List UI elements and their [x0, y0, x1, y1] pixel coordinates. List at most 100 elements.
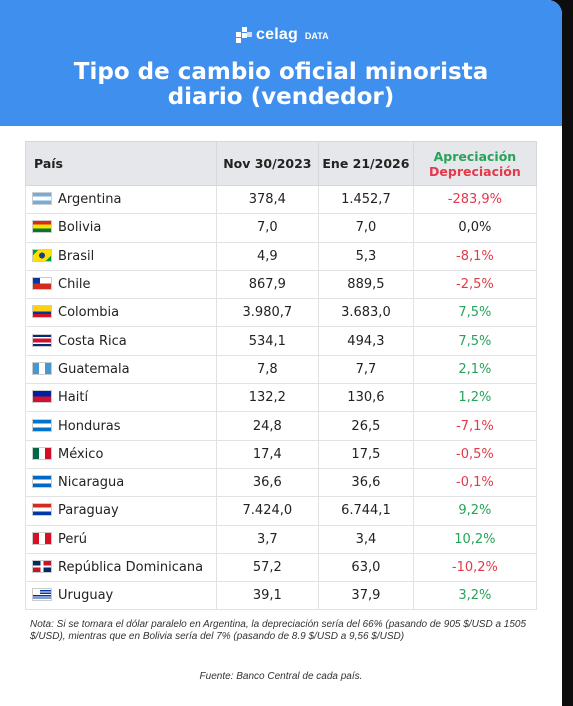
cell-value-nov-2023: 3,7 — [215, 524, 320, 554]
cell-value-nov-2023: 378,4 — [215, 184, 320, 215]
table-row: Colombia 3.980,7 3.683,0 7,5% — [25, 298, 538, 328]
cell-value-ene-2026: 63,0 — [318, 552, 414, 583]
cell-country: Chile — [25, 269, 217, 300]
cell-value-nov-2023: 7,0 — [215, 213, 320, 243]
table-row: Nicaragua 36,6 36,6 -0,1% — [25, 467, 538, 498]
table-row: Argentina 378,4 1.452,7 -283,9% — [25, 184, 538, 215]
cell-country: Paraguay — [25, 496, 217, 526]
bolivia-flag-icon — [32, 220, 52, 234]
haiti-flag-icon — [32, 390, 52, 404]
table-row: Chile 867,9 889,5 -2,5% — [25, 269, 538, 300]
cell-country: Haití — [25, 383, 217, 413]
cell-change: 2,1% — [412, 354, 538, 385]
costa-rica-flag-icon — [32, 333, 52, 347]
exchange-rate-table: País Nov 30/2023 Ene 21/2026 Apreciación… — [25, 141, 538, 611]
cell-value-nov-2023: 534,1 — [215, 326, 320, 356]
country-name: Costa Rica — [58, 333, 127, 349]
cell-value-ene-2026: 3,4 — [318, 524, 414, 554]
country-name: Haití — [58, 390, 89, 406]
cell-change: -2,5% — [412, 269, 538, 300]
cell-change: 7,5% — [412, 298, 538, 328]
table-row: México 17,4 17,5 -0,5% — [25, 439, 538, 469]
table-row: República Dominicana 57,2 63,0 -10,2% — [25, 552, 538, 583]
logo-suffix: DATA — [304, 31, 329, 41]
peru-flag-icon — [32, 531, 52, 545]
cell-value-ene-2026: 36,6 — [318, 467, 414, 498]
cell-change: 10,2% — [412, 524, 538, 554]
cell-value-nov-2023: 36,6 — [215, 467, 320, 498]
cell-country: Bolivia — [25, 213, 217, 243]
logo-name: celag — [256, 26, 298, 43]
cell-change: 0,0% — [412, 213, 538, 243]
argentina-flag-icon — [32, 192, 52, 206]
republica-dominicana-flag-icon — [32, 560, 52, 573]
cell-country: Brasil — [25, 241, 217, 271]
cell-value-nov-2023: 17,4 — [215, 439, 320, 469]
cell-value-nov-2023: 7,8 — [215, 354, 320, 385]
cell-country: México — [25, 439, 217, 469]
country-name: Uruguay — [58, 588, 114, 604]
cell-value-nov-2023: 867,9 — [215, 269, 320, 300]
cell-country: Guatemala — [25, 354, 217, 385]
cell-value-ene-2026: 7,7 — [318, 354, 414, 385]
cell-value-ene-2026: 494,3 — [318, 326, 414, 356]
chart-title-text: Tipo de cambio oficial minorista diario … — [73, 59, 489, 110]
chart-title: Tipo de cambio oficial minorista diario … — [0, 60, 562, 110]
colombia-flag-icon — [32, 305, 52, 319]
country-name: Bolivia — [58, 220, 102, 236]
cell-change: 3,2% — [412, 581, 538, 611]
cell-country: Uruguay — [25, 581, 217, 611]
cell-value-ene-2026: 5,3 — [318, 241, 414, 271]
cell-value-ene-2026: 3.683,0 — [318, 298, 414, 328]
cell-country: Nicaragua — [25, 467, 217, 498]
table-row: Bolivia 7,0 7,0 0,0% — [25, 213, 538, 243]
table-row: Costa Rica 534,1 494,3 7,5% — [25, 326, 538, 356]
cell-value-ene-2026: 6.744,1 — [318, 496, 414, 526]
table-body: Argentina 378,4 1.452,7 -283,9% Bolivia 7,0 7,… — [25, 184, 538, 611]
table-row: Paraguay 7.424,0 6.744,1 9,2% — [25, 496, 538, 526]
country-name: Paraguay — [58, 503, 119, 519]
table-row: Haití 132,2 130,6 1,2% — [25, 383, 538, 413]
header-appreciation: Apreciación — [433, 148, 517, 164]
footnote: Nota: Si se tomara el dólar paralelo en … — [30, 619, 527, 642]
cell-value-nov-2023: 4,9 — [215, 241, 320, 271]
cell-value-ene-2026: 37,9 — [318, 581, 414, 611]
country-name: República Dominicana — [58, 560, 204, 575]
country-name: México — [58, 446, 104, 462]
country-name: Honduras — [58, 418, 121, 434]
cell-country: República Dominicana — [25, 552, 217, 583]
table-row: Perú 3,7 3,4 10,2% — [25, 524, 538, 554]
cell-value-ene-2026: 17,5 — [318, 439, 414, 469]
cell-value-nov-2023: 39,1 — [215, 581, 320, 611]
celag-logo: celag DATA — [236, 24, 329, 46]
country-name: Guatemala — [58, 361, 130, 377]
cell-value-ene-2026: 7,0 — [318, 213, 414, 243]
country-name: Colombia — [58, 305, 120, 321]
cell-value-ene-2026: 130,6 — [318, 383, 414, 413]
cell-change: -283,9% — [412, 184, 538, 215]
logo-mark-icon — [236, 27, 252, 43]
header-country: País — [25, 141, 217, 186]
cell-change: -8,1% — [412, 241, 538, 271]
header-change: Apreciación Depreciación — [412, 141, 538, 186]
cell-change: 7,5% — [412, 326, 538, 356]
country-name: Nicaragua — [58, 475, 125, 491]
uruguay-flag-icon — [32, 588, 52, 602]
cell-country: Colombia — [25, 298, 217, 328]
cell-change: -7,1% — [412, 411, 538, 441]
cell-country: Costa Rica — [25, 326, 217, 356]
table-header-row: País Nov 30/2023 Ene 21/2026 Apreciación… — [25, 141, 538, 186]
cell-value-ene-2026: 889,5 — [318, 269, 414, 300]
cell-value-ene-2026: 1.452,7 — [318, 184, 414, 215]
nicaragua-flag-icon — [32, 475, 52, 489]
cell-country: Argentina — [25, 184, 217, 215]
country-name: Argentina — [58, 192, 122, 208]
cell-value-nov-2023: 132,2 — [215, 383, 320, 413]
header-date1: Nov 30/2023 — [215, 141, 320, 186]
cell-value-nov-2023: 7.424,0 — [215, 496, 320, 526]
cell-value-ene-2026: 26,5 — [318, 411, 414, 441]
cell-change: -0,1% — [412, 467, 538, 498]
table-row: Honduras 24,8 26,5 -7,1% — [25, 411, 538, 441]
cell-country: Honduras — [25, 411, 217, 441]
cell-country: Perú — [25, 524, 217, 554]
